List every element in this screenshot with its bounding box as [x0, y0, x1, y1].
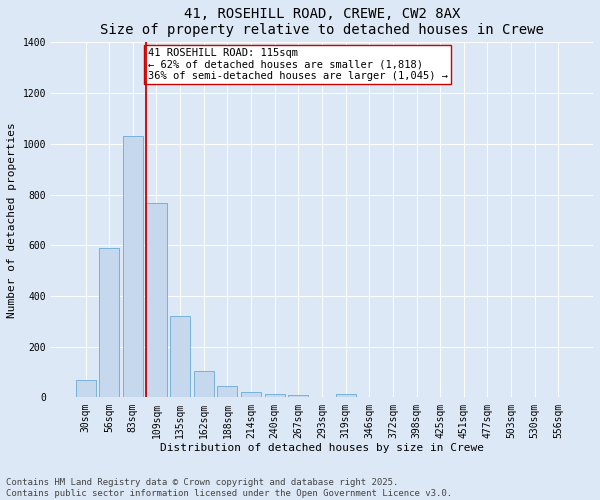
- Bar: [194, 371, 214, 398]
- Title: 41, ROSEHILL ROAD, CREWE, CW2 8AX
Size of property relative to detached houses i: 41, ROSEHILL ROAD, CREWE, CW2 8AX Size o…: [100, 7, 544, 37]
- Bar: [288, 396, 308, 398]
- X-axis label: Distribution of detached houses by size in Crewe: Distribution of detached houses by size …: [160, 443, 484, 453]
- Bar: [335, 394, 356, 398]
- Y-axis label: Number of detached properties: Number of detached properties: [7, 122, 17, 318]
- Bar: [123, 136, 143, 398]
- Bar: [76, 380, 95, 398]
- Bar: [146, 204, 167, 398]
- Bar: [99, 248, 119, 398]
- Bar: [241, 392, 261, 398]
- Bar: [217, 386, 238, 398]
- Bar: [265, 394, 285, 398]
- Text: Contains HM Land Registry data © Crown copyright and database right 2025.
Contai: Contains HM Land Registry data © Crown c…: [6, 478, 452, 498]
- Text: 41 ROSEHILL ROAD: 115sqm
← 62% of detached houses are smaller (1,818)
36% of sem: 41 ROSEHILL ROAD: 115sqm ← 62% of detach…: [148, 48, 448, 81]
- Bar: [170, 316, 190, 398]
